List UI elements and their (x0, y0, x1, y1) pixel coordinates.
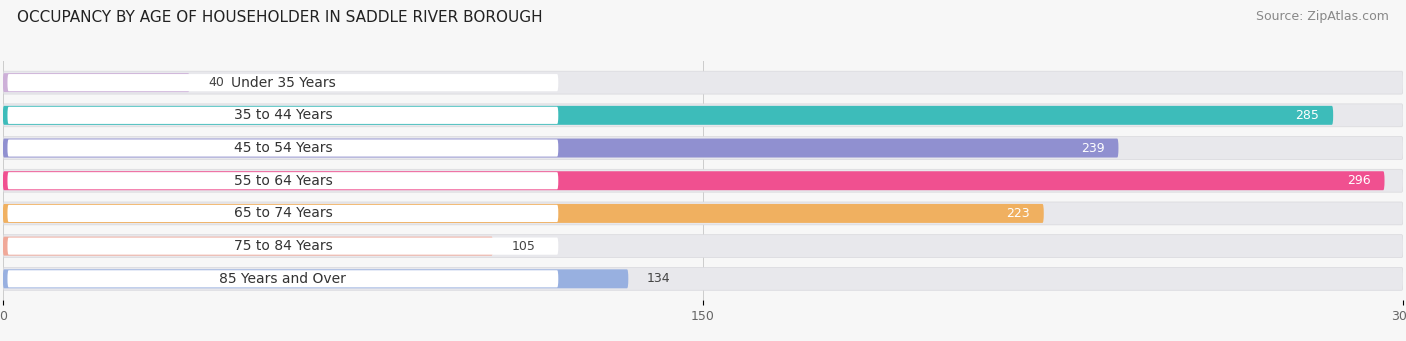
Text: Source: ZipAtlas.com: Source: ZipAtlas.com (1256, 10, 1389, 23)
FancyBboxPatch shape (3, 235, 1403, 257)
Text: 85 Years and Over: 85 Years and Over (219, 272, 346, 286)
FancyBboxPatch shape (3, 73, 190, 92)
FancyBboxPatch shape (7, 205, 558, 222)
FancyBboxPatch shape (3, 106, 1333, 125)
Text: 75 to 84 Years: 75 to 84 Years (233, 239, 332, 253)
FancyBboxPatch shape (3, 171, 1385, 190)
Text: 239: 239 (1081, 142, 1105, 154)
Text: Under 35 Years: Under 35 Years (231, 76, 335, 90)
FancyBboxPatch shape (7, 107, 558, 124)
FancyBboxPatch shape (3, 137, 1403, 160)
Text: 40: 40 (208, 76, 224, 89)
FancyBboxPatch shape (3, 104, 1403, 127)
FancyBboxPatch shape (7, 270, 558, 287)
Text: 55 to 64 Years: 55 to 64 Years (233, 174, 332, 188)
FancyBboxPatch shape (7, 172, 558, 189)
FancyBboxPatch shape (3, 71, 1403, 94)
Text: 223: 223 (1007, 207, 1029, 220)
FancyBboxPatch shape (7, 238, 558, 255)
FancyBboxPatch shape (3, 237, 494, 256)
FancyBboxPatch shape (3, 269, 628, 288)
FancyBboxPatch shape (3, 267, 1403, 290)
Text: 65 to 74 Years: 65 to 74 Years (233, 206, 332, 220)
FancyBboxPatch shape (3, 169, 1403, 192)
Text: 296: 296 (1347, 174, 1371, 187)
FancyBboxPatch shape (3, 138, 1118, 158)
Text: 45 to 54 Years: 45 to 54 Years (233, 141, 332, 155)
FancyBboxPatch shape (3, 202, 1403, 225)
Text: 134: 134 (647, 272, 671, 285)
FancyBboxPatch shape (7, 74, 558, 91)
FancyBboxPatch shape (7, 139, 558, 157)
Text: 285: 285 (1295, 109, 1319, 122)
FancyBboxPatch shape (3, 204, 1043, 223)
Text: 35 to 44 Years: 35 to 44 Years (233, 108, 332, 122)
Text: OCCUPANCY BY AGE OF HOUSEHOLDER IN SADDLE RIVER BOROUGH: OCCUPANCY BY AGE OF HOUSEHOLDER IN SADDL… (17, 10, 543, 25)
Text: 105: 105 (512, 240, 536, 253)
